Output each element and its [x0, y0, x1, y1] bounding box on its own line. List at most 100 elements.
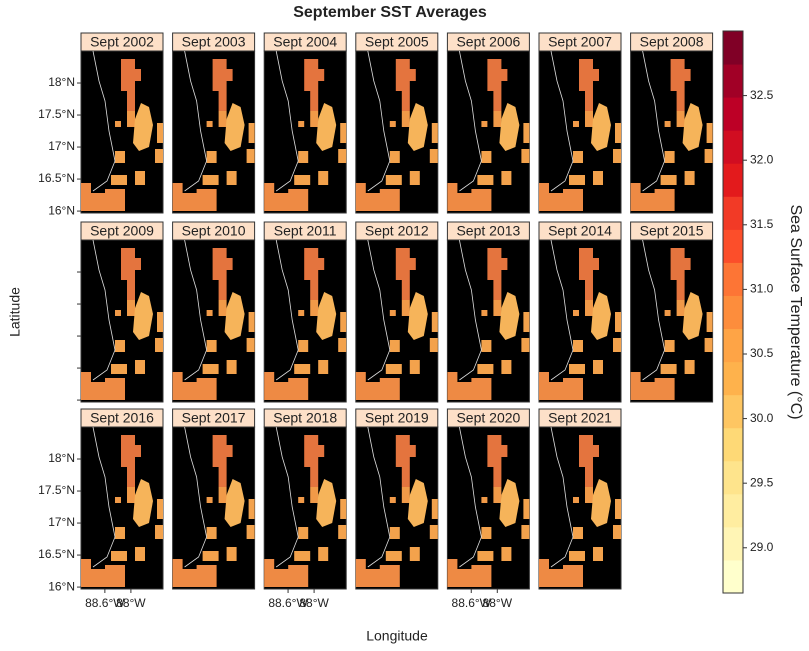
map-region — [304, 435, 325, 487]
map-shapes — [539, 426, 621, 587]
panel-title: Sept 2004 — [273, 34, 337, 50]
map-shapes — [172, 50, 255, 211]
colorbar-frame — [722, 30, 744, 594]
map-region — [573, 121, 579, 127]
map-shapes — [447, 50, 530, 211]
map-region — [573, 497, 579, 503]
colorbar-band — [723, 196, 743, 230]
map-region — [664, 121, 671, 127]
coastline — [275, 426, 299, 568]
map-region — [202, 547, 237, 561]
map-region — [481, 312, 530, 352]
x-tick-label: 88°W — [299, 596, 329, 610]
map-region — [664, 312, 713, 352]
chart-title: September SST Averages — [293, 4, 487, 21]
map-region — [676, 111, 685, 127]
map-shapes — [264, 239, 347, 400]
y-tick-label: 16°N — [48, 579, 75, 593]
map-region — [493, 300, 502, 316]
map-region — [573, 310, 579, 316]
map-region — [487, 59, 508, 111]
coastline — [92, 239, 116, 381]
colorbar-band — [723, 295, 743, 330]
map-region — [477, 360, 512, 374]
panel-title: Sept 2017 — [182, 410, 246, 426]
map-shapes — [172, 426, 255, 587]
colorbar-band — [723, 97, 743, 131]
coastline — [459, 50, 482, 192]
panel-title: Sept 2010 — [182, 223, 246, 239]
map-region — [447, 559, 492, 587]
map-region — [407, 103, 428, 151]
map-region — [111, 360, 145, 374]
map-region — [591, 479, 611, 527]
colorbar-label: Sea Surface Temperature (°C) — [787, 204, 804, 419]
map-region — [539, 372, 583, 400]
map-region — [389, 123, 438, 163]
map-region — [401, 111, 410, 127]
map-region — [212, 435, 233, 487]
map-region — [127, 300, 135, 316]
panel-title: Sept 2021 — [548, 410, 612, 426]
coastline — [184, 50, 208, 192]
coastline — [367, 426, 391, 568]
map-region — [298, 123, 347, 163]
map-region — [111, 547, 145, 561]
map-region — [202, 360, 237, 374]
panel-title: Sept 2011 — [274, 223, 337, 239]
map-region — [115, 499, 163, 539]
map-region — [206, 497, 213, 503]
map-region — [355, 183, 400, 211]
colorbar-band — [723, 130, 743, 164]
colorbar-band — [723, 328, 743, 363]
coastline — [642, 50, 666, 192]
colorbar-tick-label: 29.5 — [750, 475, 774, 489]
map-region — [298, 497, 305, 503]
map-region — [172, 183, 217, 211]
panel-title: Sept 2015 — [640, 223, 704, 239]
panel-title: Sept 2003 — [182, 34, 246, 50]
map-region — [487, 435, 508, 487]
map-region — [477, 171, 512, 185]
y-tick-label: 17.5°N — [38, 107, 75, 121]
map-region — [206, 310, 213, 316]
map-region — [569, 360, 603, 374]
map-region — [115, 121, 121, 127]
map-region — [218, 487, 227, 503]
map-region — [294, 360, 329, 374]
map-region — [499, 103, 520, 151]
map-region — [447, 372, 492, 400]
map-shapes — [630, 239, 713, 400]
map-region — [127, 487, 135, 503]
map-region — [224, 479, 245, 527]
map-shapes — [264, 426, 347, 587]
map-shapes — [81, 426, 163, 587]
map-region — [630, 183, 675, 211]
map-shapes — [630, 50, 713, 211]
colorbar-tick-label: 32.0 — [750, 152, 774, 166]
panel-title: Sept 2016 — [90, 410, 154, 426]
map-region — [294, 171, 329, 185]
x-axis-label: Longitude — [366, 628, 428, 644]
coastline — [367, 50, 391, 192]
map-region — [493, 111, 502, 127]
map-region — [264, 183, 309, 211]
map-region — [206, 123, 255, 163]
map-region — [115, 312, 163, 352]
colorbar-band — [723, 526, 743, 561]
colorbar-tick-label: 29.0 — [750, 540, 774, 554]
map-region — [385, 360, 420, 374]
map-region — [304, 248, 325, 300]
colorbar-band — [723, 64, 743, 98]
map-shapes — [81, 50, 163, 211]
map-shapes — [81, 239, 163, 400]
coastline — [550, 239, 574, 381]
map-region — [389, 312, 438, 352]
map-shapes — [355, 426, 438, 587]
panel-title: Sept 2013 — [456, 223, 520, 239]
map-region — [218, 111, 227, 127]
map-shapes — [172, 239, 255, 400]
map-region — [310, 111, 319, 127]
colorbar-band — [723, 460, 743, 495]
